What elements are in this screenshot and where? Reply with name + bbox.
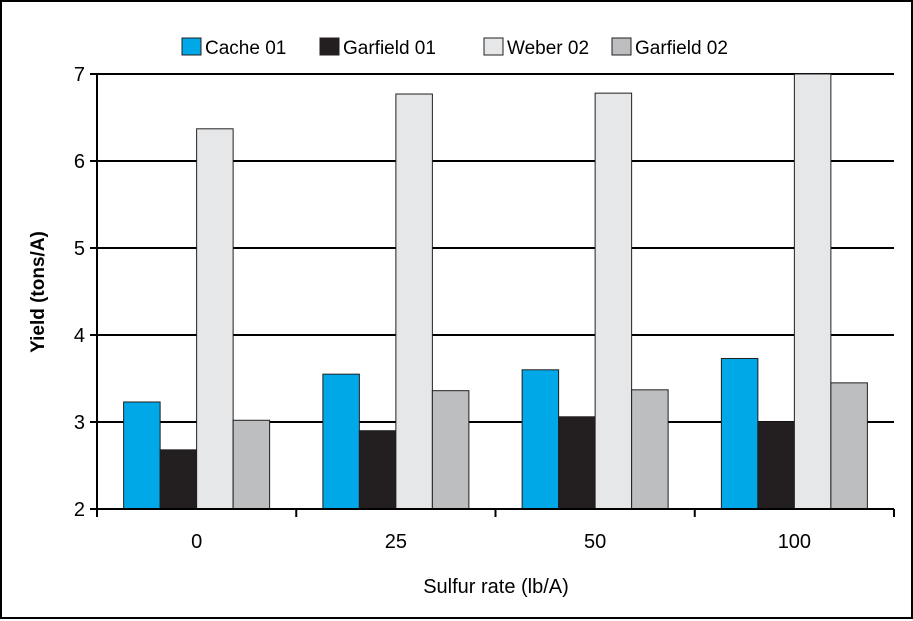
y-tick-label: 2 <box>74 499 85 521</box>
bar-garfield-01-0 <box>159 449 198 510</box>
bar-cache-01-25 <box>322 373 360 510</box>
bar-garfield-02-0 <box>232 419 271 510</box>
x-tick-label: 100 <box>778 531 811 553</box>
axes <box>90 73 895 517</box>
x-tick-label: 0 <box>191 531 202 553</box>
legend-swatch-garfield-01 <box>319 37 340 56</box>
bars <box>123 73 868 510</box>
bar-garfield-02-25 <box>431 390 470 510</box>
tick-labels: 2 3 4 5 6 7 0 25 50 100 <box>74 64 811 553</box>
x-axis-title: Sulfur rate (lb/A) <box>423 576 569 598</box>
legend-swatch-garfield-02 <box>611 37 632 56</box>
bar-weber-02-100 <box>793 73 832 510</box>
x-tick-label: 25 <box>385 531 407 553</box>
y-tick-label: 6 <box>74 151 85 173</box>
bar-weber-02-25 <box>395 93 433 510</box>
bar-garfield-02-100 <box>830 382 868 510</box>
legend-swatch-cache-01 <box>181 37 202 56</box>
legend-label-garfield-02: Garfield 02 <box>635 38 728 59</box>
bar-cache-01-50 <box>521 369 560 510</box>
legend-label-weber-02: Weber 02 <box>507 38 589 59</box>
y-axis-title: Yield (tons/A) <box>28 231 49 353</box>
bar-weber-02-50 <box>594 92 633 510</box>
y-tick-label: 3 <box>74 412 85 434</box>
bar-garfield-01-100 <box>757 421 795 510</box>
legend-label-garfield-01: Garfield 01 <box>343 38 436 59</box>
y-tick-label: 5 <box>74 238 85 260</box>
bar-garfield-02-50 <box>631 389 669 510</box>
bar-weber-02-0 <box>196 128 234 510</box>
legend-label-cache-01: Cache 01 <box>205 38 286 59</box>
bar-cache-01-0 <box>123 401 161 510</box>
bar-garfield-01-50 <box>558 416 596 510</box>
legend-swatch-weber-02 <box>483 37 504 56</box>
legend: Cache 01 Garfield 01 Weber 02 Garfield 02 <box>181 37 728 59</box>
y-tick-label: 7 <box>74 64 85 86</box>
y-tick-label: 4 <box>74 325 85 347</box>
bar-cache-01-100 <box>720 357 759 510</box>
x-tick-label: 50 <box>584 531 606 553</box>
bar-garfield-01-25 <box>358 430 397 510</box>
